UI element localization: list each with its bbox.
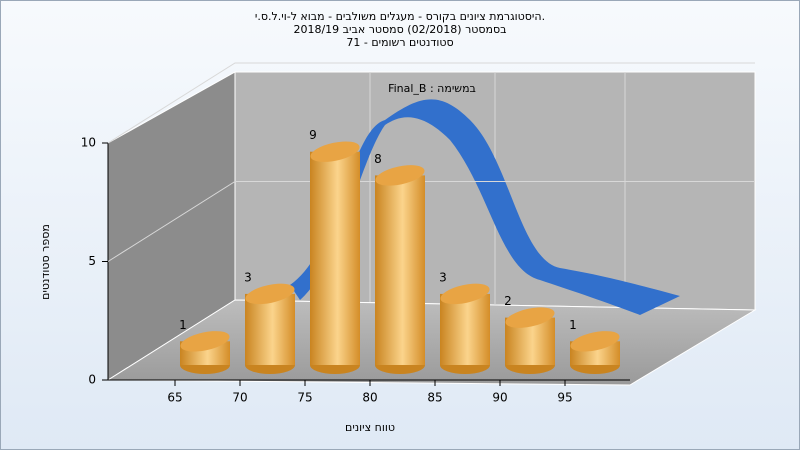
x-axis-label: טווח ציונים bbox=[345, 421, 395, 434]
x-tick-label: 65 bbox=[167, 391, 182, 405]
x-tick-label: 95 bbox=[557, 391, 572, 405]
grid-line bbox=[107, 62, 755, 144]
bar bbox=[245, 293, 295, 365]
chart-title: היסטוגרמת ציונים בקורס - מעגלים משולבים … bbox=[255, 10, 545, 23]
bar bbox=[440, 293, 490, 365]
x-tick-label: 70 bbox=[232, 391, 247, 405]
bar-top bbox=[245, 283, 295, 305]
annotation: Final_B : במשימה bbox=[388, 82, 476, 95]
bar-top bbox=[310, 141, 360, 162]
bar bbox=[310, 151, 360, 365]
bar-top bbox=[440, 283, 490, 305]
x-tick-label: 90 bbox=[492, 391, 507, 405]
x-tick-label: 80 bbox=[362, 391, 377, 405]
bar-top bbox=[375, 165, 425, 186]
bar-top bbox=[180, 331, 230, 352]
bar bbox=[375, 175, 425, 365]
value-label: 1 bbox=[179, 318, 187, 332]
y-tick-label: 0 bbox=[88, 373, 96, 387]
value-label: 1 bbox=[569, 318, 577, 332]
value-label: 3 bbox=[439, 270, 447, 284]
y-tick-label: 5 bbox=[88, 254, 96, 268]
bar-top bbox=[505, 307, 555, 328]
y-tick-label: 10 bbox=[81, 136, 96, 150]
x-tick-label: 85 bbox=[427, 391, 442, 405]
x-tick-label: 75 bbox=[297, 391, 312, 405]
chart-subtitle: בסמסטר (02/2018) סמסטר אביב 2018/19 bbox=[293, 23, 506, 36]
value-label: 2 bbox=[504, 294, 512, 308]
chart-subtitle: סטודנטים רשומים - 71 bbox=[346, 36, 453, 49]
normal-curve bbox=[290, 99, 680, 315]
y-axis-label: מספר סטודנטים bbox=[39, 224, 52, 300]
value-label: 9 bbox=[309, 128, 317, 142]
bar-top bbox=[570, 331, 620, 352]
value-label: 3 bbox=[244, 270, 252, 284]
value-label: 8 bbox=[374, 152, 382, 166]
grid-line bbox=[107, 181, 755, 262]
